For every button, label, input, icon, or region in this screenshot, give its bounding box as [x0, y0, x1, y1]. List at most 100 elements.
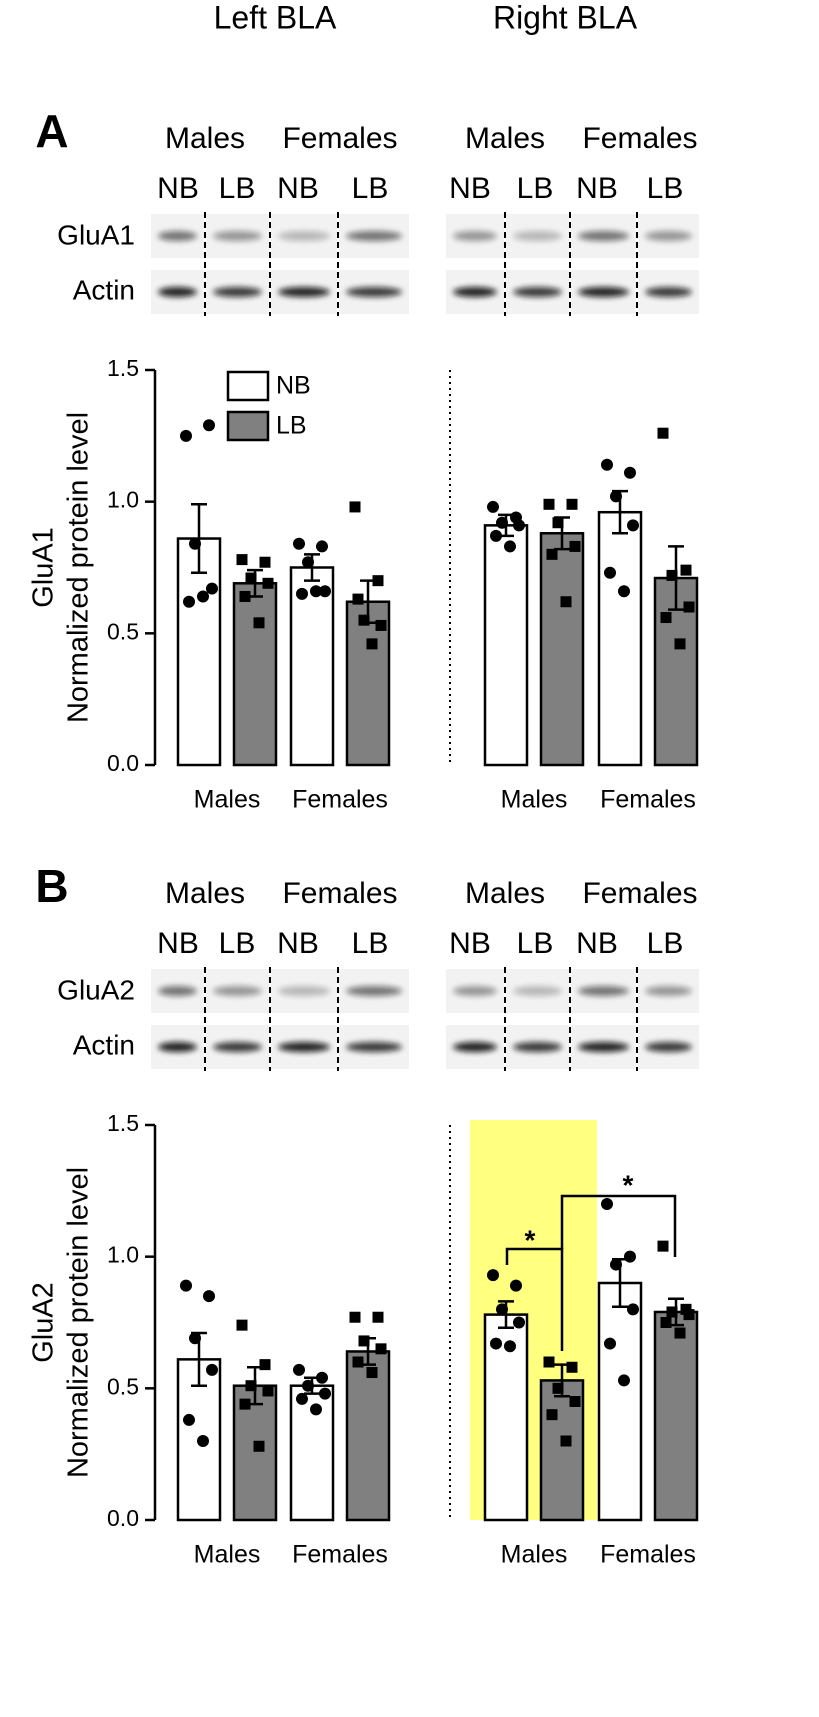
data-point: [683, 1309, 695, 1321]
blot-band: [278, 986, 330, 996]
data-point: [569, 540, 581, 552]
data-point: [316, 1371, 328, 1384]
bar: [653, 1310, 699, 1522]
y-axis-label: Normalized protein level: [63, 1167, 95, 1478]
blot-band: [453, 1042, 497, 1052]
bar: [232, 582, 278, 767]
bar: [289, 566, 335, 767]
data-point: [197, 1435, 209, 1447]
legend-label: LB: [276, 412, 307, 440]
data-point: [660, 612, 672, 624]
blot-band: [453, 231, 497, 241]
data-point: [683, 601, 695, 613]
blot-sex-label: Females: [282, 122, 397, 155]
x-tick-label: Males: [501, 1541, 568, 1569]
blot-group-label: LB: [352, 927, 389, 960]
data-point: [296, 1392, 308, 1405]
blot-band: [578, 1042, 629, 1052]
significance-bracket: [560, 1194, 677, 1257]
blot-group-label: LB: [517, 172, 554, 205]
blot-band: [158, 1042, 197, 1052]
y-tick-label: 1.0: [107, 1242, 139, 1268]
data-point: [302, 1379, 314, 1392]
data-point: [262, 577, 274, 589]
data-point: [618, 585, 630, 598]
significance-label: *: [623, 1169, 634, 1200]
x-tick-label: Males: [501, 786, 568, 814]
blot-row-label: Actin: [73, 1029, 135, 1060]
data-point: [352, 593, 364, 605]
blot-band: [578, 986, 629, 996]
legend-swatch: [226, 370, 270, 402]
blot-group-label: LB: [219, 172, 256, 205]
blot-band: [513, 287, 562, 297]
y-tick-label: 1.5: [107, 1110, 139, 1136]
data-point: [560, 1435, 572, 1447]
blot-group-label: LB: [352, 172, 389, 205]
data-point: [239, 590, 251, 602]
blot-sex-label: Females: [582, 877, 697, 910]
data-point: [293, 1363, 305, 1376]
x-tick-label: Females: [292, 1541, 388, 1569]
column-header: Right BLA: [493, 0, 638, 35]
data-point: [319, 585, 331, 598]
data-point: [680, 564, 692, 576]
data-point: [510, 1279, 522, 1292]
blot-sex-label: Females: [282, 877, 397, 910]
data-point: [253, 617, 265, 629]
data-point: [487, 500, 499, 513]
data-point: [203, 1290, 215, 1303]
blot-band: [645, 287, 692, 297]
y-tick-label: 1.5: [107, 355, 139, 381]
data-point: [657, 1240, 669, 1252]
blot-band: [346, 1042, 402, 1052]
data-point: [236, 554, 248, 566]
blot-band: [158, 986, 197, 996]
data-point: [366, 638, 378, 650]
bar: [539, 532, 585, 767]
data-point: [543, 1356, 555, 1368]
blot-sex-label: Males: [465, 877, 545, 910]
data-point: [601, 458, 613, 471]
blot-sex-label: Males: [165, 122, 245, 155]
data-point: [183, 595, 195, 608]
blot-group-label: NB: [576, 172, 618, 205]
data-point: [349, 501, 361, 513]
blot-row-label: Actin: [73, 274, 135, 305]
bar: [597, 1281, 643, 1522]
data-point: [259, 1359, 271, 1371]
bar: [597, 510, 643, 767]
data-point: [206, 1363, 218, 1376]
error-bar: [191, 503, 207, 575]
data-point: [375, 1343, 387, 1355]
data-point: [293, 537, 305, 550]
data-point: [296, 587, 308, 600]
blot-band: [346, 231, 402, 241]
blot-band: [213, 1042, 262, 1052]
column-header: Left BLA: [214, 0, 337, 35]
data-point: [197, 590, 209, 603]
legend-swatch: [226, 410, 270, 442]
data-point: [513, 519, 525, 532]
blot-row-label: GluA1: [57, 219, 135, 250]
data-point: [253, 1440, 265, 1452]
data-point: [666, 1306, 678, 1318]
blot-group-label: LB: [219, 927, 256, 960]
blot-band: [278, 1042, 330, 1052]
bar: [483, 524, 529, 767]
y-tick-label: 0.5: [107, 618, 139, 644]
data-point: [543, 498, 555, 510]
data-point: [180, 429, 192, 442]
blot-band: [513, 1042, 562, 1052]
data-point: [236, 1319, 248, 1331]
blot-band: [453, 287, 497, 297]
data-point: [490, 1337, 502, 1350]
data-point: [375, 619, 387, 631]
blot-group-label: LB: [517, 927, 554, 960]
data-point: [358, 614, 370, 626]
data-point: [560, 596, 572, 608]
blot-sex-label: Females: [582, 122, 697, 155]
data-point: [366, 1367, 378, 1379]
data-point: [259, 556, 271, 568]
